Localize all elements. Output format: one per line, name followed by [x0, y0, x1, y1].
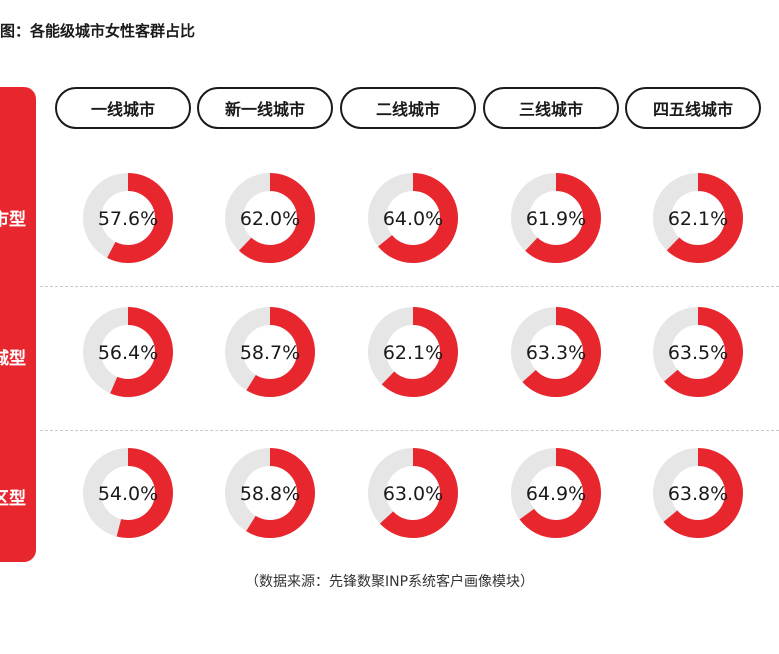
donut-value-arc	[225, 448, 315, 538]
donut-value-arc	[368, 307, 458, 397]
donut-value-arc	[511, 448, 601, 538]
donut-value-arc	[368, 173, 458, 263]
donut-value-label: 64.9%	[526, 483, 586, 505]
donut-r2-c4: 63.3%	[511, 307, 601, 397]
donut-r2-c5: 63.5%	[653, 307, 743, 397]
donut-value-label: 57.6%	[98, 208, 158, 230]
column-header-tier2: 二线城市	[340, 87, 476, 129]
donut-r2-c1: 56.4%	[83, 307, 173, 397]
row-header-bar	[0, 87, 36, 562]
donut-value-arc	[653, 173, 743, 263]
donut-value-label: 63.8%	[668, 483, 728, 505]
donut-value-label: 61.9%	[526, 208, 586, 230]
donut-r3-c5: 63.8%	[653, 448, 743, 538]
row-label-2: 城型	[0, 349, 26, 369]
donut-r2-c2: 58.7%	[225, 307, 315, 397]
donut-value-label: 64.0%	[383, 208, 443, 230]
row-label-1: 市型	[0, 210, 26, 230]
donut-value-label: 58.7%	[240, 342, 300, 364]
column-header-new-tier1: 新一线城市	[197, 87, 333, 129]
row-label-3: 区型	[0, 489, 26, 509]
column-header-tier3: 三线城市	[483, 87, 619, 129]
donut-r3-c3: 63.0%	[368, 448, 458, 538]
donut-r1-c1: 57.6%	[83, 173, 173, 263]
donut-r3-c4: 64.9%	[511, 448, 601, 538]
donut-value-label: 58.8%	[240, 483, 300, 505]
donut-value-arc	[511, 307, 601, 397]
column-header-tier4-5: 四五线城市	[625, 87, 761, 129]
donut-value-label: 63.5%	[668, 342, 728, 364]
donut-r1-c5: 62.1%	[653, 173, 743, 263]
data-source-note: （数据来源：先锋数聚INP系统客户画像模块）	[244, 574, 535, 590]
donut-r1-c3: 64.0%	[368, 173, 458, 263]
donut-value-arc	[83, 448, 173, 538]
donut-r2-c3: 62.1%	[368, 307, 458, 397]
donut-value-arc	[83, 173, 173, 263]
donut-value-label: 62.1%	[383, 342, 443, 364]
chart-title: 图：各能级城市女性客群占比	[0, 22, 196, 40]
row-divider-1	[40, 286, 779, 287]
donut-value-arc	[225, 173, 315, 263]
donut-value-label: 62.0%	[240, 208, 300, 230]
donut-value-label: 54.0%	[98, 483, 158, 505]
donut-value-arc	[83, 307, 173, 397]
donut-value-arc	[653, 307, 743, 397]
donut-value-arc	[511, 173, 601, 263]
donut-r1-c2: 62.0%	[225, 173, 315, 263]
donut-value-arc	[368, 448, 458, 538]
donut-r1-c4: 61.9%	[511, 173, 601, 263]
donut-value-label: 63.3%	[526, 342, 586, 364]
donut-value-label: 56.4%	[98, 342, 158, 364]
donut-r3-c2: 58.8%	[225, 448, 315, 538]
donut-value-label: 62.1%	[668, 208, 728, 230]
donut-value-arc	[225, 307, 315, 397]
row-divider-2	[40, 430, 779, 431]
donut-value-label: 63.0%	[383, 483, 443, 505]
donut-r3-c1: 54.0%	[83, 448, 173, 538]
donut-value-arc	[653, 448, 743, 538]
column-header-tier1: 一线城市	[55, 87, 191, 129]
